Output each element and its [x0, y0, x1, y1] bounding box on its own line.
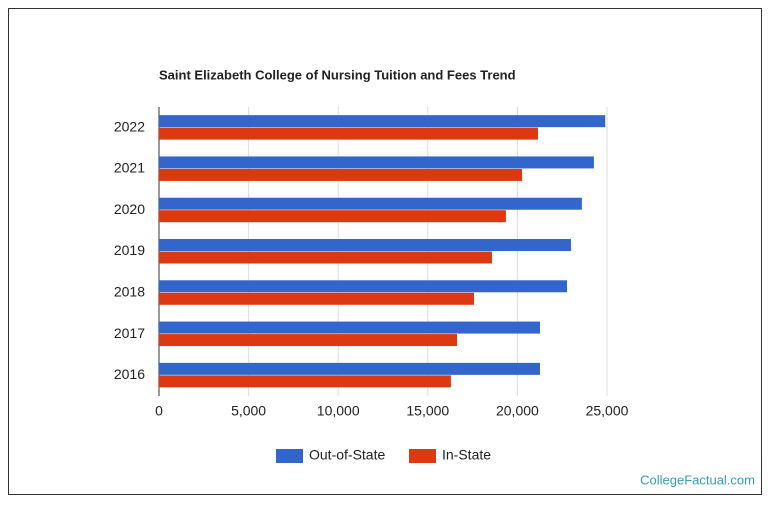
bar — [159, 156, 594, 169]
y-tick-label: 2018 — [114, 283, 145, 299]
bar — [159, 334, 458, 347]
legend-swatch — [276, 449, 303, 463]
x-tick-label: 0 — [155, 403, 163, 419]
bar — [159, 362, 540, 375]
legend-swatch — [409, 449, 436, 463]
y-tick-label: 2019 — [114, 242, 145, 258]
y-tick-label: 2017 — [114, 325, 145, 341]
bar — [159, 197, 582, 210]
bar — [159, 115, 606, 128]
y-tick-label: 2020 — [114, 201, 145, 217]
x-tick-label: 15,000 — [406, 403, 449, 419]
bar — [159, 210, 506, 223]
bar — [159, 168, 523, 181]
bar — [159, 280, 568, 293]
y-tick-label: 2022 — [114, 118, 145, 134]
legend-label: Out-of-State — [309, 447, 385, 463]
bar — [159, 127, 539, 140]
chart-title: Saint Elizabeth College of Nursing Tuiti… — [159, 67, 516, 82]
source[interactable]: CollegeFactual.com — [640, 472, 755, 487]
y-tick-label: 2016 — [114, 366, 145, 382]
bar — [159, 375, 451, 388]
x-tick-label: 5,000 — [231, 403, 266, 419]
x-tick-label: 25,000 — [586, 403, 629, 419]
bar — [159, 251, 492, 264]
x-tick-label: 10,000 — [317, 403, 360, 419]
bar — [159, 292, 475, 305]
y-tick-label: 2021 — [114, 160, 145, 176]
legend-label: In-State — [442, 447, 491, 463]
bar — [159, 239, 571, 251]
x-tick-label: 20,000 — [496, 403, 539, 419]
bar — [159, 321, 540, 334]
